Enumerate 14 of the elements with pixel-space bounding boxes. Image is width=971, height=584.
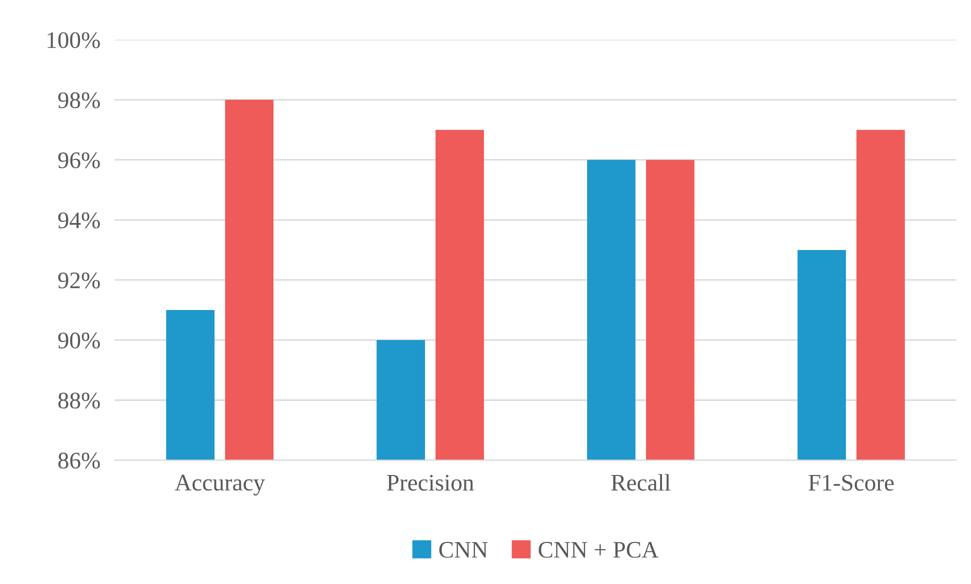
y-tick-label: 96% xyxy=(58,152,100,168)
y-tick-label: 86% xyxy=(58,452,100,469)
x-tick-label: Recall xyxy=(611,474,670,491)
y-tick-label: 94% xyxy=(58,212,100,228)
y-tick-label: 98% xyxy=(58,92,100,108)
legend-label: CNN + PCA xyxy=(538,542,658,558)
y-tick-label: 100% xyxy=(48,32,100,48)
x-tick-label: Precision xyxy=(387,474,474,491)
y-tick-label: 88% xyxy=(58,392,100,409)
legend-label: CNN xyxy=(439,542,488,558)
x-tick-label: Accuracy xyxy=(174,474,265,496)
y-tick-label: 92% xyxy=(58,272,100,288)
y-tick-label: 90% xyxy=(58,332,100,349)
x-tick-label: F1-Score xyxy=(808,474,894,491)
